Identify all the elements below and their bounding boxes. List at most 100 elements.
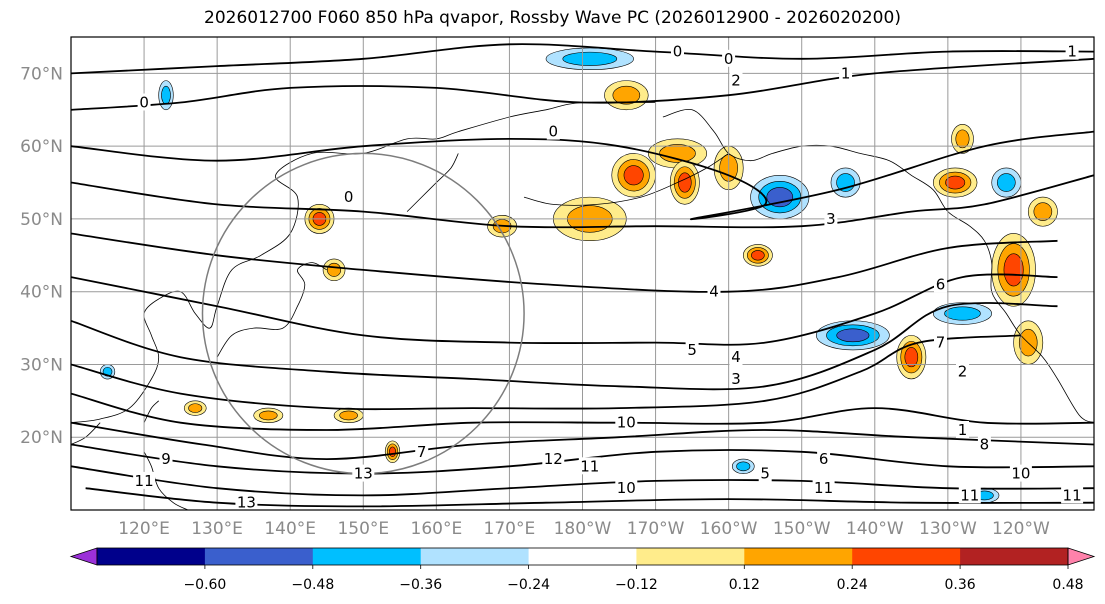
contour-label-background (1009, 464, 1032, 482)
anomaly-level-shape (339, 410, 358, 421)
contour-label: 0 (342, 188, 356, 206)
contour-label-text: 3 (826, 210, 836, 228)
colorbar-tick-label: 0.36 (945, 577, 976, 593)
colorbar-segment (97, 548, 206, 565)
contour-label: 1 (839, 64, 853, 82)
colorbar-segment (852, 548, 961, 565)
contour-label: 13 (235, 493, 258, 512)
latitude-label: 60°N (20, 137, 63, 157)
anomaly-level-shape (836, 328, 870, 343)
qvapor-anomaly-fills (99, 47, 1058, 504)
colorbar-segment (960, 548, 1069, 565)
contour-label-text: 13 (354, 465, 373, 483)
anomaly-level-shape (1033, 202, 1053, 221)
longitude-labels: 120°E 130°E 140°E 150°E 160°E 170°E 180°W 170°W… (118, 519, 1050, 539)
contour-label-background (685, 340, 699, 358)
anomaly-level-shape (944, 306, 981, 321)
latitude-label: 70°N (20, 64, 63, 84)
longitude-label: 160°W (700, 519, 758, 539)
contour-label-text: 11 (960, 486, 979, 504)
colorbar-extend-high (1067, 547, 1096, 566)
contour-label: 7 (415, 442, 429, 461)
contour-label: 6 (817, 450, 831, 468)
anomaly-level-shape (258, 410, 278, 421)
anomaly-blob (604, 80, 649, 111)
colorbar-tick-label: −0.48 (291, 577, 334, 593)
contour-label: 2 (729, 71, 743, 90)
contour-label-background (159, 450, 173, 468)
contour-label-text: 11 (1063, 486, 1082, 504)
contour-line-9 (71, 421, 1094, 461)
contour-line-4 (71, 232, 1058, 293)
contour-label: 10 (615, 479, 638, 497)
longitude-label: 130°W (919, 519, 977, 539)
colorbar-tick-label: 0.48 (1052, 577, 1083, 593)
colorbar-tick-label: −0.36 (399, 577, 442, 593)
contour-label-text: 5 (687, 341, 697, 359)
contour-label: 10 (1009, 464, 1032, 483)
contour-label-text: 0 (673, 43, 683, 61)
colorbar: −0.60 −0.48 −0.36 −0.24 −0.12 0.12 0.24 0.36 0.4… (69, 547, 1096, 593)
contour-label-background (415, 442, 429, 460)
anomaly-level-shape (955, 129, 970, 149)
anomaly-level-shape (327, 262, 342, 277)
longitude-label: 140°W (846, 519, 904, 539)
anomaly-level-shape (562, 51, 618, 66)
contour-label: 1 (1065, 42, 1079, 61)
anomaly-level-shape (612, 85, 641, 105)
longitude-label: 120°W (992, 519, 1050, 539)
contour-label-text: 0 (344, 188, 354, 206)
longitude-label: 150°E (337, 519, 389, 539)
contour-label-background (722, 49, 736, 67)
anomaly-blob (333, 407, 364, 424)
longitude-label: 160°E (411, 519, 463, 539)
coastline-segment (662, 108, 1094, 424)
contour-line-8 (71, 392, 1094, 431)
anomaly-blob (742, 244, 773, 267)
longitude-label: 170°W (627, 519, 685, 539)
qvapor-contours (71, 43, 1094, 508)
anomaly-level-shape (161, 85, 171, 105)
anomaly-level-shape (997, 173, 1016, 192)
anomaly-blob (253, 407, 284, 424)
latitude-label: 50°N (20, 210, 63, 230)
latitude-label: 20°N (20, 428, 63, 448)
contour-label-background (235, 493, 258, 510)
contour-label: 5 (758, 464, 772, 483)
contour-line-11 (71, 465, 1094, 497)
contour-label-background (342, 188, 356, 206)
contour-label-background (958, 486, 981, 504)
contour-label-background (1065, 42, 1079, 60)
colorbar-segment (528, 548, 637, 565)
contour-label-text: 9 (161, 450, 171, 468)
contour-label-text: 2 (731, 72, 741, 90)
contour-label-text: 4 (709, 283, 719, 301)
contour-line-6 (71, 302, 1058, 391)
contour-label-text: 13 (237, 494, 256, 512)
colorbar-segment (420, 548, 530, 565)
anomaly-blob (896, 335, 927, 380)
colorbar-tick-label: 0.12 (729, 577, 760, 593)
contour-line-5 (71, 273, 1058, 346)
contour-label: 9 (159, 450, 173, 468)
anomaly-blob (158, 80, 174, 111)
contour-label-text: 3 (731, 370, 741, 388)
contour-label-background (1061, 486, 1084, 504)
anomaly-blob (750, 174, 810, 220)
anomaly-level-shape (904, 347, 919, 368)
contour-label-background (707, 282, 721, 300)
anomaly-blob (669, 160, 700, 205)
contour-label-background (578, 457, 601, 475)
contour-label: 0 (722, 49, 736, 68)
contour-label: 6 (934, 275, 947, 293)
coastlines (71, 101, 1094, 510)
contour-label: 3 (824, 209, 838, 228)
contour-label-text: 11 (580, 457, 599, 475)
contour-label: 11 (1061, 486, 1084, 504)
contour-label: 12 (542, 450, 565, 468)
longitude-label: 180°W (554, 519, 612, 539)
longitude-label: 170°E (484, 519, 536, 539)
anomaly-blob (611, 153, 656, 198)
contour-label-background (824, 209, 838, 227)
contour-label-background (934, 333, 947, 351)
